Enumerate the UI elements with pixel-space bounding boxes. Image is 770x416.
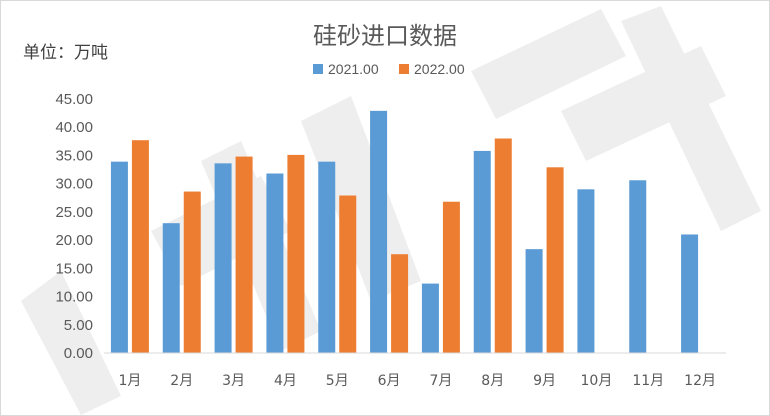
legend-label: 2021.00 bbox=[328, 61, 379, 77]
bar-2021.00-12月 bbox=[681, 234, 699, 353]
chart-title: 硅砂进口数据 bbox=[313, 22, 457, 50]
bar-2021.00-3月 bbox=[214, 163, 232, 353]
y-tick-label: 20.00 bbox=[55, 232, 93, 249]
bar-2021.00-7月 bbox=[421, 283, 439, 353]
bar-2022.00-7月 bbox=[442, 201, 460, 353]
bar-2022.00-3月 bbox=[235, 156, 253, 353]
y-tick-label: 25.00 bbox=[55, 204, 93, 221]
bar-2022.00-1月 bbox=[131, 140, 149, 353]
bar-2022.00-6月 bbox=[391, 254, 409, 353]
bar-2022.00-8月 bbox=[494, 138, 512, 353]
legend: 2021.00 2022.00 bbox=[313, 61, 465, 77]
x-axis: 1月 2月 3月 4月 5月 6月 7月 8月 9月 10月 11月 12月 bbox=[104, 352, 726, 389]
bar-2022.00-5月 bbox=[339, 195, 357, 353]
bars bbox=[110, 110, 699, 353]
x-tick-label: 7月 bbox=[429, 373, 452, 389]
x-tick-label: 5月 bbox=[326, 373, 349, 389]
x-tick-label: 8月 bbox=[481, 373, 504, 389]
x-tick-label: 10月 bbox=[581, 373, 613, 389]
y-tick-label: 10.00 bbox=[55, 289, 93, 306]
x-tick-label: 4月 bbox=[274, 373, 297, 389]
y-tick-label: 30.00 bbox=[55, 176, 93, 193]
bar-2021.00-8月 bbox=[473, 150, 491, 353]
bar-2021.00-10月 bbox=[577, 189, 595, 353]
x-tick-label: 2月 bbox=[170, 373, 193, 389]
legend-swatch bbox=[313, 64, 323, 74]
x-tick-label: 6月 bbox=[378, 373, 401, 389]
bar-2022.00-9月 bbox=[546, 167, 564, 353]
bar-2021.00-6月 bbox=[370, 110, 388, 353]
x-tick-label: 3月 bbox=[222, 373, 245, 389]
unit-label: 单位：万吨 bbox=[23, 43, 108, 63]
legend-swatch bbox=[399, 64, 409, 74]
bar-2022.00-4月 bbox=[287, 154, 305, 353]
bar-2021.00-5月 bbox=[318, 161, 336, 353]
x-tick-label: 9月 bbox=[533, 373, 556, 389]
x-tick-label: 11月 bbox=[632, 373, 664, 389]
y-tick-label: 45.00 bbox=[55, 91, 93, 108]
y-tick-label: 5.00 bbox=[64, 317, 93, 334]
bar-2021.00-11月 bbox=[629, 180, 647, 353]
x-tick-label: 12月 bbox=[684, 373, 716, 389]
y-tick-label: 15.00 bbox=[55, 260, 93, 277]
legend-label: 2022.00 bbox=[414, 61, 465, 77]
y-axis: 0.00 5.00 10.00 15.00 20.00 25.00 30.00 35.00 40… bbox=[55, 91, 93, 362]
bar-2022.00-2月 bbox=[183, 191, 201, 353]
bar-2021.00-4月 bbox=[266, 173, 284, 353]
x-tick-label: 1月 bbox=[118, 373, 141, 389]
bar-2021.00-1月 bbox=[110, 161, 128, 353]
bar-2021.00-9月 bbox=[525, 249, 543, 353]
y-tick-label: 40.00 bbox=[55, 119, 93, 136]
y-tick-label: 0.00 bbox=[64, 345, 93, 362]
y-tick-label: 35.00 bbox=[55, 147, 93, 164]
bar-2021.00-2月 bbox=[162, 223, 180, 353]
